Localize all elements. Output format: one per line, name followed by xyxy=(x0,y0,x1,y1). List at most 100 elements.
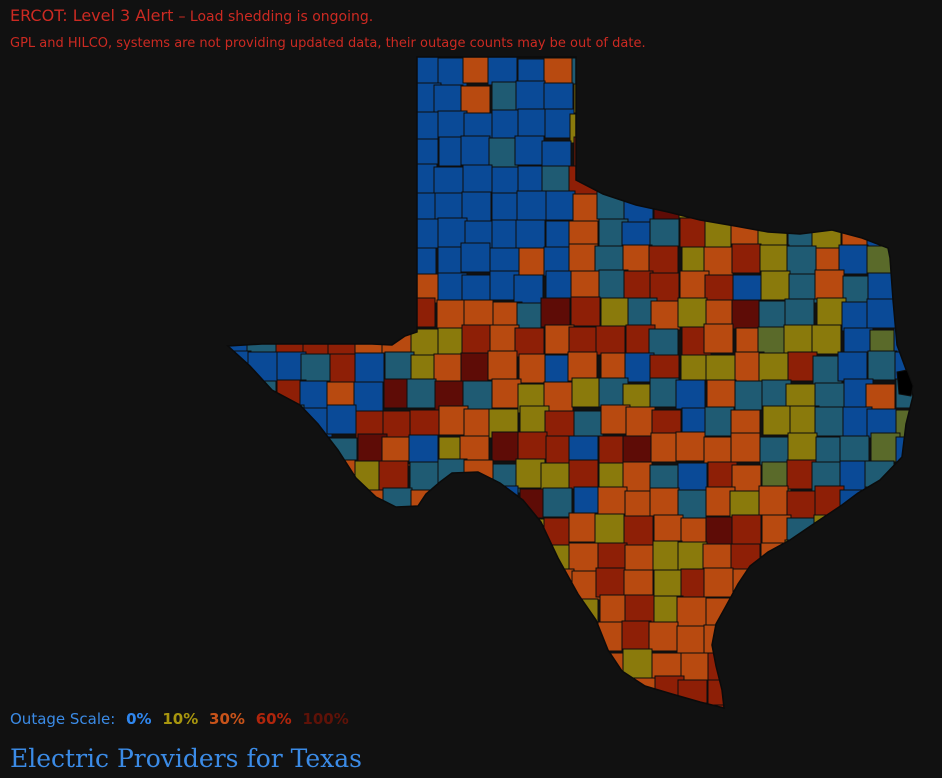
county-cell xyxy=(545,270,576,301)
county-cell xyxy=(352,540,383,571)
county-cell xyxy=(707,57,738,85)
county-cell xyxy=(896,702,913,708)
county-cell xyxy=(677,541,708,572)
county-cell xyxy=(406,706,437,708)
county-cell xyxy=(734,650,765,681)
county-cell xyxy=(677,702,708,708)
county-cell xyxy=(840,516,871,547)
county-cell xyxy=(299,513,330,544)
county-cell xyxy=(228,164,249,195)
county-cell xyxy=(407,192,438,223)
county-cell xyxy=(228,491,251,522)
county-cell xyxy=(489,621,520,652)
county-cell xyxy=(303,485,334,516)
county-cell xyxy=(595,325,626,356)
county-cell xyxy=(513,274,544,305)
county-cell xyxy=(488,515,519,546)
county-cell xyxy=(324,82,355,113)
electric-providers-title[interactable]: Electric Providers for Texas xyxy=(10,744,363,773)
county-cell xyxy=(381,705,412,708)
county-cell xyxy=(327,459,358,490)
county-cell xyxy=(896,594,913,625)
county-cell xyxy=(437,624,468,655)
county-cell xyxy=(595,567,626,598)
county-cell xyxy=(330,569,361,600)
county-cell xyxy=(868,596,899,627)
county-cell xyxy=(228,539,247,570)
county-cell xyxy=(325,516,356,547)
county-cell xyxy=(812,110,843,141)
county-cell xyxy=(676,596,707,627)
county-cell xyxy=(459,594,490,625)
county-cell xyxy=(786,82,817,113)
county-cell xyxy=(357,82,388,113)
county-cell xyxy=(302,568,333,599)
county-cell xyxy=(270,489,301,520)
county-cell xyxy=(568,243,599,274)
county-cell xyxy=(433,353,464,384)
county-cell xyxy=(246,84,277,115)
county-cell xyxy=(893,193,913,224)
county-cell xyxy=(381,139,412,170)
county-cell xyxy=(298,650,329,681)
county-cell xyxy=(894,462,913,493)
county-cell xyxy=(379,514,410,545)
county-cell xyxy=(324,246,355,277)
county-cell xyxy=(679,167,710,198)
county-cell xyxy=(648,245,679,276)
county-cell xyxy=(326,404,357,435)
county-cell xyxy=(731,57,762,86)
county-cell xyxy=(245,273,276,304)
county-cell xyxy=(516,623,547,654)
county-cell xyxy=(544,651,575,682)
county-cell xyxy=(677,679,708,708)
county-cell xyxy=(245,624,276,655)
county-cell xyxy=(228,380,249,411)
county-cell xyxy=(595,652,626,683)
county-cell xyxy=(328,194,359,225)
county-cell xyxy=(864,83,895,114)
county-cell xyxy=(228,138,252,169)
scale-level-30: 30% xyxy=(209,710,245,728)
outage-scale-label: Outage Scale: xyxy=(10,710,116,728)
county-cell xyxy=(409,218,440,249)
county-cell xyxy=(275,545,306,576)
county-cell xyxy=(758,352,789,383)
county-cell xyxy=(379,219,410,250)
county-cell xyxy=(247,568,278,599)
county-cell xyxy=(379,678,410,708)
county-cell xyxy=(228,219,249,250)
county-cell xyxy=(785,678,816,708)
county-cell xyxy=(623,515,654,546)
county-cell xyxy=(246,597,277,628)
county-cell xyxy=(300,624,331,655)
county-cell xyxy=(679,84,710,115)
county-cell xyxy=(654,109,685,140)
county-cell xyxy=(228,110,249,141)
county-cell xyxy=(273,192,304,223)
county-cell xyxy=(868,625,899,656)
county-cell xyxy=(866,108,897,139)
county-cell xyxy=(301,242,332,273)
county-cell xyxy=(409,111,440,142)
county-cell xyxy=(733,675,764,706)
county-cell xyxy=(245,163,276,194)
county-cell xyxy=(789,135,820,166)
county-cell xyxy=(436,299,467,330)
county-cell xyxy=(599,594,630,625)
county-cell xyxy=(867,167,898,198)
county-cell xyxy=(649,377,680,408)
county-cell xyxy=(406,378,437,409)
county-cell xyxy=(786,164,817,195)
county-cell xyxy=(379,598,410,629)
county-cell xyxy=(841,597,872,628)
county-cell xyxy=(245,194,276,225)
county-cell xyxy=(324,110,355,141)
county-cell xyxy=(707,111,738,142)
county-cell xyxy=(381,301,412,332)
county-cell xyxy=(650,300,681,331)
county-cell xyxy=(896,675,913,706)
county-cell xyxy=(247,219,278,250)
county-cell xyxy=(228,513,250,544)
